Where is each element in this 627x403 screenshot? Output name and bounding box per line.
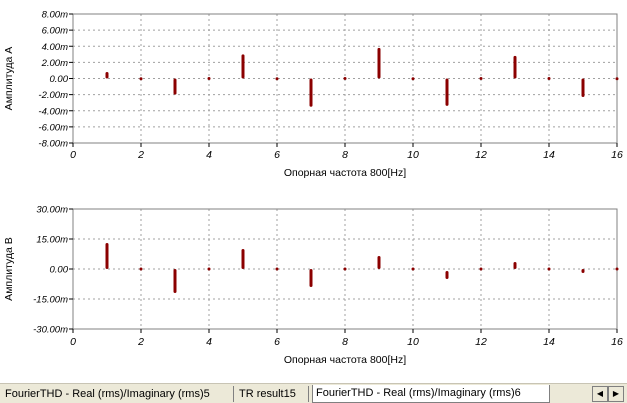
data-bar — [343, 77, 347, 80]
x-tick-label: 6 — [274, 149, 280, 161]
x-axis-label: Опорная частота 800[Hz] — [284, 167, 406, 179]
data-bar — [173, 78, 177, 95]
y-axis-label: Амплитуда B — [3, 237, 15, 301]
data-bar — [479, 77, 483, 80]
data-bar — [581, 269, 585, 273]
x-tick-label: 6 — [274, 336, 280, 348]
x-tick-label: 8 — [342, 149, 348, 161]
chart-amplitude-a-svg: 8.00m 6.00m 4.00m 2.00m 0.00 -2.00m -4.00m -6.0… — [3, 10, 623, 180]
x-tick-label: 14 — [543, 149, 555, 161]
sheet-tab-bar: FourierTHD - Real (rms)/Imaginary (rms)5… — [0, 383, 627, 403]
y-tick-label: 8.00m — [42, 10, 68, 21]
x-tick-label: 10 — [407, 149, 419, 161]
y-axis-label: Амплитуда A — [3, 47, 15, 111]
data-bar — [241, 54, 245, 79]
y-tick-label: -4.00m — [38, 106, 68, 117]
x-tick-label: 2 — [137, 336, 144, 348]
data-bar — [445, 78, 449, 106]
y-tick-label: -30.00m — [33, 325, 68, 336]
scroll-left-icon[interactable]: ◀ — [592, 386, 608, 402]
y-tick-label: 0.00 — [50, 265, 69, 276]
data-bar — [309, 269, 313, 287]
data-bar — [309, 78, 313, 107]
data-bar — [411, 267, 415, 271]
y-tick-label: 15.00m — [36, 235, 68, 246]
data-bar — [173, 269, 177, 293]
data-bar — [513, 262, 517, 269]
x-tick-label: 12 — [475, 336, 487, 348]
x-axis-label: Опорная частота 800[Hz] — [284, 354, 406, 366]
data-bar — [547, 77, 551, 80]
data-bar — [615, 267, 619, 271]
y-tick-label: -2.00m — [38, 90, 68, 101]
x-tick-label: 2 — [137, 149, 144, 161]
x-tick-label: 4 — [206, 336, 212, 348]
x-tick-label: 0 — [70, 149, 76, 161]
y-tick-label: -8.00m — [38, 139, 68, 150]
x-tick-label: 14 — [543, 336, 555, 348]
data-bar — [139, 77, 143, 81]
scroll-right-icon[interactable]: ▶ — [608, 386, 624, 402]
data-bar — [343, 267, 347, 271]
y-tick-label: 30.00m — [36, 205, 68, 216]
x-tick-label: 10 — [407, 336, 419, 348]
x-tick-label: 4 — [206, 149, 212, 161]
y-tick-label: 2.00m — [41, 58, 68, 69]
y-tick-label: 4.00m — [42, 42, 68, 53]
data-bar — [241, 249, 245, 269]
data-bar — [547, 267, 551, 271]
data-bar — [445, 271, 449, 279]
data-bar — [411, 77, 415, 81]
data-bar — [377, 256, 381, 269]
data-bar — [105, 243, 109, 269]
data-bar — [479, 267, 483, 271]
data-bar — [105, 72, 109, 79]
data-bar — [275, 77, 279, 81]
x-tick-label: 16 — [611, 336, 623, 348]
tab-fourier-thd-5[interactable]: FourierTHD - Real (rms)/Imaginary (rms)5 — [2, 386, 234, 402]
data-bar — [139, 267, 143, 271]
y-tick-label: 6.00m — [42, 26, 68, 37]
data-bar — [207, 267, 211, 271]
x-tick-label: 8 — [342, 336, 348, 348]
y-tick-label: 0.00 — [50, 74, 69, 85]
x-tick-label: 16 — [611, 149, 623, 161]
data-bar — [615, 77, 619, 81]
data-bar — [275, 267, 279, 271]
tab-fourier-thd-6[interactable]: FourierTHD - Real (rms)/Imaginary (rms)6 — [312, 385, 550, 403]
data-bar — [377, 47, 381, 79]
x-tick-label: 12 — [475, 149, 487, 161]
data-bar — [207, 77, 211, 80]
data-bar — [513, 55, 517, 79]
y-tick-label: -6.00m — [38, 122, 68, 133]
chart-amplitude-b: 30.00m 15.00m 0.00 -15.00m -30.00m 0 2 4 6 8 10 12 1… — [0, 195, 627, 380]
x-tick-label: 0 — [70, 336, 76, 348]
tab-tr-result15[interactable]: TR result15 — [236, 386, 309, 402]
y-tick-label: -15.00m — [33, 295, 68, 306]
chart-amplitude-a: 8.00m 6.00m 4.00m 2.00m 0.00 -2.00m -4.00m -6.0… — [0, 0, 627, 190]
data-bar — [581, 78, 585, 98]
